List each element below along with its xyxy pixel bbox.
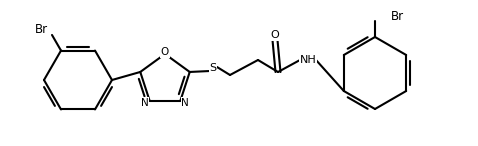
Text: O: O: [161, 47, 169, 57]
Text: N: N: [182, 98, 189, 108]
Text: O: O: [271, 30, 279, 40]
Text: Br: Br: [391, 11, 404, 24]
Text: Br: Br: [35, 24, 48, 36]
Text: N: N: [141, 98, 149, 108]
Text: NH: NH: [300, 55, 316, 65]
Text: S: S: [209, 63, 217, 73]
